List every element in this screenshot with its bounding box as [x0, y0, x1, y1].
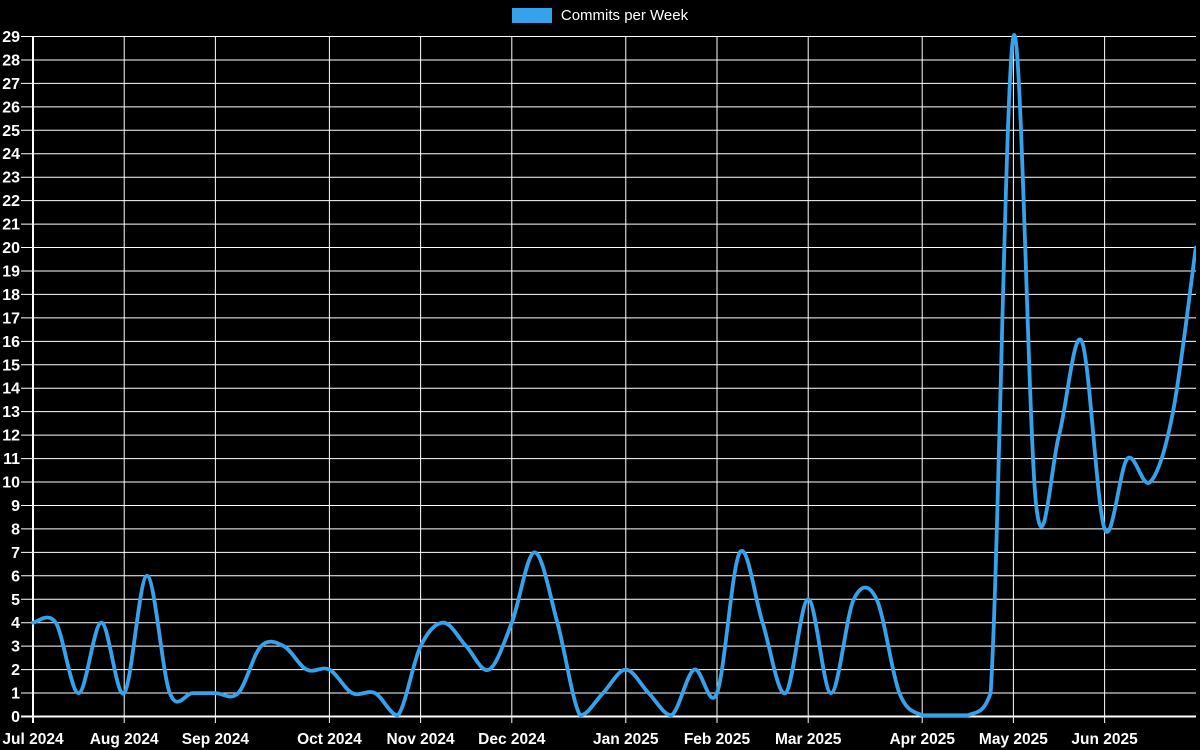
y-tick-label: 6: [11, 568, 20, 585]
y-tick-label: 23: [2, 170, 20, 187]
x-tick-label: Jul 2024: [2, 731, 64, 748]
y-tick-label: 7: [11, 545, 20, 562]
y-tick-label: 22: [2, 193, 20, 210]
y-tick-label: 17: [2, 310, 20, 327]
y-tick-label: 1: [11, 686, 20, 703]
y-tick-label: 26: [2, 99, 20, 116]
x-tick-label: Apr 2025: [889, 731, 955, 748]
y-tick-label: 10: [2, 475, 20, 492]
x-tick-label: Nov 2024: [387, 731, 455, 748]
y-tick-label: 27: [2, 76, 20, 93]
x-tick-label: May 2025: [979, 731, 1048, 748]
y-tick-label: 15: [2, 357, 20, 374]
x-tick-label: Dec 2024: [478, 731, 546, 748]
x-tick-label: Oct 2024: [297, 731, 362, 748]
x-tick-label: Jun 2025: [1071, 731, 1138, 748]
y-tick-label: 29: [2, 29, 20, 46]
y-tick-label: 21: [2, 217, 20, 234]
y-tick-label: 13: [2, 404, 20, 421]
y-tick-label: 18: [2, 287, 20, 304]
commits-line-series: [31, 33, 1196, 718]
x-tick-label: Jan 2025: [593, 731, 659, 748]
y-tick-label: 14: [2, 381, 20, 398]
y-tick-label: 11: [3, 451, 20, 468]
y-tick-label: 9: [11, 498, 20, 515]
y-tick-label: 16: [2, 334, 20, 351]
y-tick-label: 20: [2, 240, 20, 257]
x-tick-label: Aug 2024: [90, 731, 159, 748]
y-tick-label: 8: [11, 521, 20, 538]
commits-line-path: [31, 33, 1196, 718]
y-tick-label: 0: [11, 709, 20, 726]
y-tick-label: 28: [2, 52, 20, 69]
legend-swatch: [511, 8, 552, 23]
legend-label: Commits per Week: [560, 7, 689, 24]
legend-item-commits-per-week[interactable]: Commits per Week: [0, 7, 1200, 24]
y-tick-label: 24: [2, 146, 20, 163]
y-tick-label: 5: [11, 592, 20, 609]
x-tick-label: Sep 2024: [182, 731, 250, 748]
y-tick-label: 19: [2, 263, 20, 280]
y-tick-label: 12: [2, 428, 20, 445]
x-tick-label: Mar 2025: [775, 731, 842, 748]
y-tick-label: 2: [11, 662, 20, 679]
y-tick-label: 3: [11, 639, 20, 656]
x-tick-label: Feb 2025: [684, 731, 751, 748]
y-tick-label: 4: [11, 615, 20, 632]
axis-labels: 0123456789101112131415161718192021222324…: [2, 29, 1138, 748]
y-tick-label: 25: [2, 123, 20, 140]
